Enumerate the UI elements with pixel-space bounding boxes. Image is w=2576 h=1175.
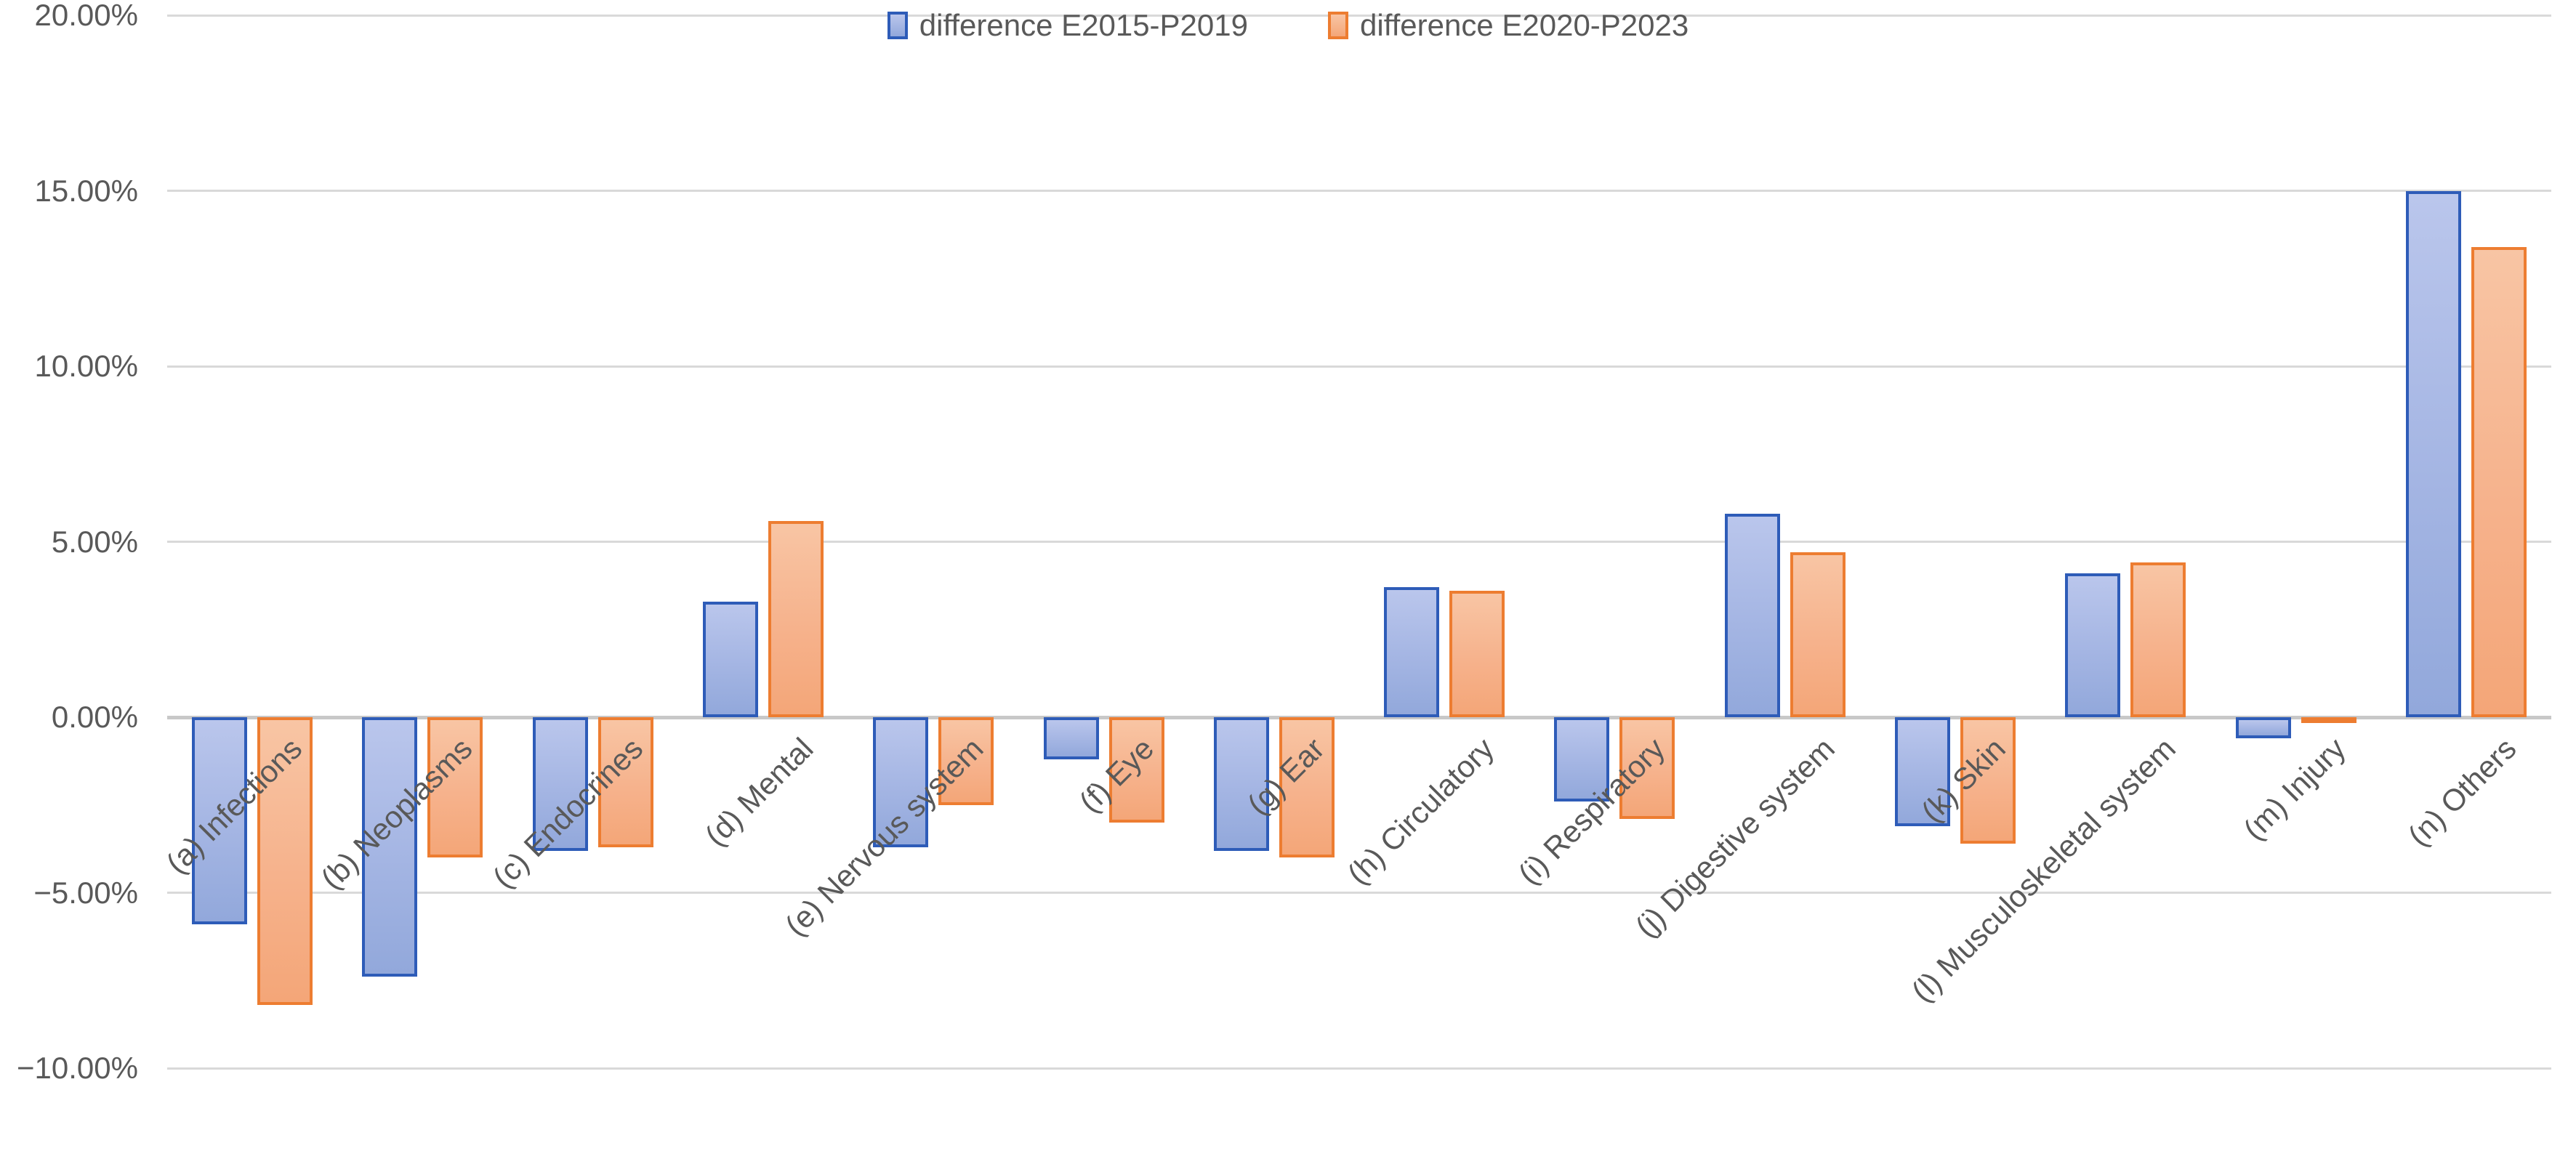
legend-label: difference E2015-P2019 (919, 8, 1248, 42)
bar-e2015-p2019 (1043, 717, 1099, 759)
legend-label: difference E2020-P2023 (1360, 8, 1689, 42)
bar-e2020-p2023 (1790, 552, 1846, 717)
bar-e2015-p2019 (1213, 717, 1269, 851)
x-axis-category-label: (n) Others (2401, 731, 2523, 853)
bar-e2015-p2019 (2235, 717, 2291, 738)
bar-e2020-p2023 (1619, 717, 1675, 820)
bar-e2020-p2023 (257, 717, 313, 1006)
x-axis-category-label: (h) Circulatory (1340, 731, 1501, 892)
bar-e2020-p2023 (938, 717, 994, 805)
bar-e2020-p2023 (1960, 717, 2016, 844)
bar-e2015-p2019 (2065, 573, 2121, 717)
bar-e2015-p2019 (532, 717, 588, 851)
gridline (167, 14, 2551, 17)
bar-e2015-p2019 (2405, 190, 2461, 717)
bar-e2015-p2019 (362, 717, 418, 977)
bar-e2020-p2023 (1449, 591, 1505, 717)
y-axis-tick-label: −5.00% (33, 875, 138, 910)
bar-e2020-p2023 (2130, 562, 2186, 717)
bar-e2020-p2023 (768, 520, 824, 717)
bar-e2015-p2019 (1895, 717, 1950, 826)
bar-e2015-p2019 (1724, 513, 1780, 717)
y-axis-tick-label: 10.00% (34, 349, 138, 383)
gridline (167, 1067, 2551, 1070)
y-axis-tick-label: 5.00% (51, 524, 138, 559)
gridline (167, 365, 2551, 368)
legend: difference E2015-P2019 difference E2020-… (0, 0, 2576, 51)
zero-line (167, 715, 2551, 719)
y-axis-tick-label: −10.00% (17, 1051, 138, 1085)
bar-e2020-p2023 (1108, 717, 1164, 823)
y-axis-tick-label: 20.00% (34, 0, 138, 32)
gridline (167, 190, 2551, 192)
legend-item-e2020-p2023: difference E2020-P2023 (1328, 8, 1689, 43)
bar-e2015-p2019 (1384, 587, 1440, 717)
bar-e2015-p2019 (873, 717, 929, 847)
legend-swatch-blue-icon (887, 12, 908, 39)
bar-e2015-p2019 (192, 717, 248, 924)
legend-swatch-orange-icon (1328, 12, 1348, 39)
bar-e2015-p2019 (703, 601, 758, 717)
bar-e2020-p2023 (2471, 246, 2527, 717)
bar-e2020-p2023 (427, 717, 483, 858)
legend-item-e2015-p2019: difference E2015-P2019 (887, 8, 1248, 43)
bar-e2020-p2023 (1279, 717, 1335, 858)
gridline (167, 892, 2551, 894)
bar-e2020-p2023 (2301, 717, 2356, 723)
gridline (167, 541, 2551, 543)
bar-e2020-p2023 (597, 717, 653, 847)
y-axis-tick-label: 0.00% (51, 700, 138, 734)
x-axis-category-label: (d) Mental (698, 731, 820, 853)
y-axis-tick-label: 15.00% (34, 173, 138, 208)
bar-e2015-p2019 (1554, 717, 1610, 801)
x-axis-category-label: (m) Injury (2237, 731, 2353, 847)
